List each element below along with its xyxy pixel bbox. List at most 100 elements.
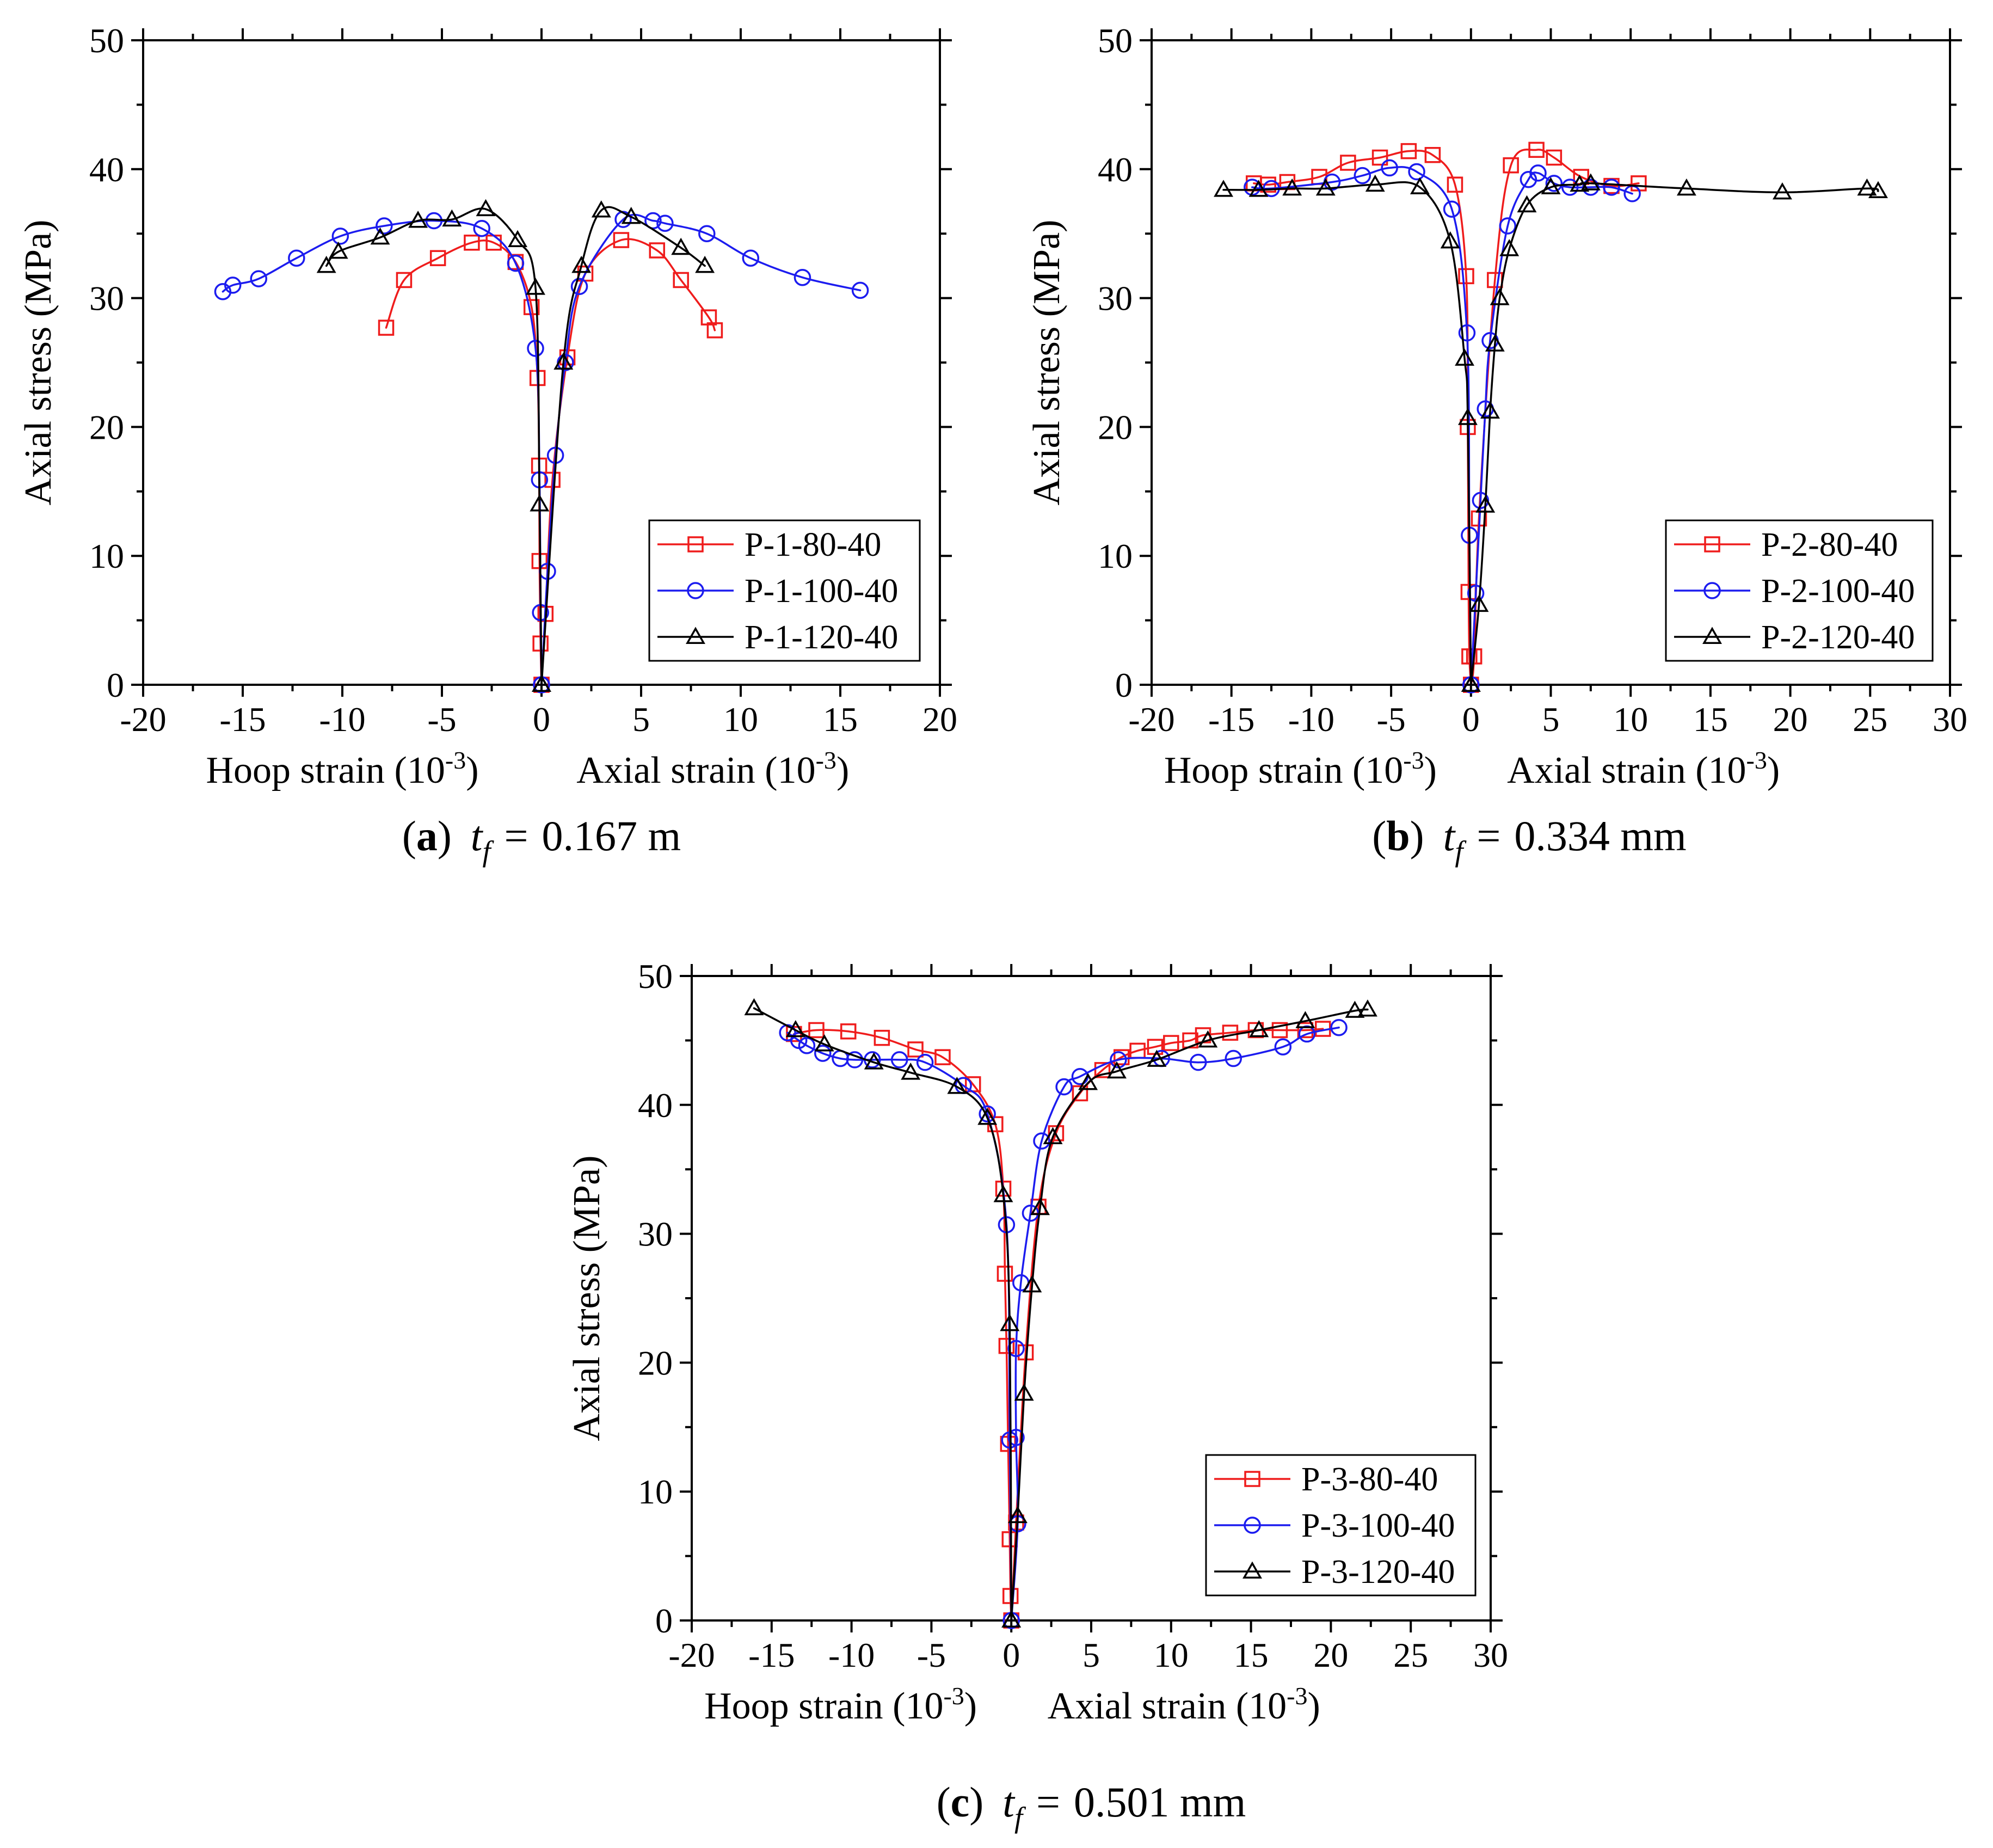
y-tick-label: 30 xyxy=(89,279,124,318)
data-point-hoop xyxy=(464,235,480,251)
data-point-axial xyxy=(1357,999,1377,1017)
legend: P-3-80-40 P-3-100-40 P-3-120-40 xyxy=(1205,1454,1477,1597)
x-tick-label: 0 xyxy=(1462,700,1480,739)
series-line-hoop xyxy=(793,1029,1012,1622)
data-point-hoop xyxy=(901,1063,921,1080)
data-point-axial xyxy=(706,322,723,339)
legend-label: P-2-120-40 xyxy=(1761,619,1915,656)
data-point-hoop xyxy=(744,998,764,1016)
data-point-hoop xyxy=(214,283,232,300)
data-point-hoop xyxy=(328,241,348,259)
data-point-axial xyxy=(1546,149,1563,166)
data-point-hoop xyxy=(408,211,428,228)
legend: P-1-80-40 P-1-100-40 P-1-120-40 xyxy=(648,519,921,662)
data-point-hoop xyxy=(1458,268,1474,285)
data-point-axial xyxy=(1189,1053,1207,1071)
data-point-hoop xyxy=(814,1045,832,1062)
data-point-axial xyxy=(1078,1073,1098,1090)
y-tick-label: 10 xyxy=(1098,537,1133,575)
data-point-axial xyxy=(1528,142,1545,158)
x-tick-label: 10 xyxy=(723,700,758,739)
data-point-axial xyxy=(700,309,717,326)
x-tick-label: -5 xyxy=(427,700,456,739)
y-tick-label: 40 xyxy=(1098,150,1133,189)
data-point-axial xyxy=(1330,1018,1348,1036)
series-line-axial xyxy=(540,213,862,686)
data-point-hoop xyxy=(316,255,336,273)
legend-marker-square xyxy=(1704,536,1720,552)
y-tick-label: 20 xyxy=(638,1343,673,1382)
x-tick-label: 10 xyxy=(1613,700,1648,739)
data-point-hoop xyxy=(1354,167,1371,185)
series-line-hoop xyxy=(325,207,543,686)
y-tick-label: 10 xyxy=(89,537,124,575)
legend-label: P-2-100-40 xyxy=(1761,573,1915,610)
data-point-hoop xyxy=(1365,174,1385,192)
series-P-2-80-40 xyxy=(1246,142,1647,693)
x-tick-label: -15 xyxy=(748,1636,795,1674)
panel-caption: (b) tf = 0.334 mm xyxy=(1372,812,1686,868)
x-axis-label-left: Hoop strain (10-3) xyxy=(1164,746,1437,791)
data-point-axial xyxy=(1198,1030,1218,1048)
data-point-axial xyxy=(1222,1024,1239,1041)
x-tick-label: 15 xyxy=(823,700,858,739)
chart-a: -20 -15 -10 -5 0 5 10 15 20 0 10 20 30 40 50 Hoop strai… xyxy=(17,21,957,868)
series-P-2-100-40 xyxy=(1244,159,1641,693)
y-tick-label: 10 xyxy=(638,1472,673,1511)
data-point-axial xyxy=(1001,1610,1022,1628)
series-line-axial xyxy=(1010,1008,1369,1622)
series-line-hoop xyxy=(786,1032,1012,1622)
data-point-hoop xyxy=(1408,163,1425,181)
data-point-axial xyxy=(649,242,666,259)
legend-label: P-1-100-40 xyxy=(745,573,898,610)
data-point-axial xyxy=(1030,1198,1050,1215)
data-point-axial xyxy=(1580,173,1601,191)
x-tick-label: 20 xyxy=(922,700,957,739)
x-tick-label: -5 xyxy=(1376,700,1405,739)
data-point-hoop xyxy=(442,209,462,227)
x-tick-label: -10 xyxy=(319,700,365,739)
data-point-axial xyxy=(695,255,715,273)
data-point-axial xyxy=(613,232,630,248)
x-tick-label: -10 xyxy=(828,1636,875,1674)
data-point-hoop xyxy=(874,1029,890,1046)
y-tick-label: 0 xyxy=(107,666,124,704)
x-tick-label: 15 xyxy=(1693,700,1728,739)
x-tick-label: -20 xyxy=(1128,700,1174,739)
data-point-hoop xyxy=(523,299,540,315)
data-point-axial xyxy=(1517,195,1537,213)
series-line-hoop xyxy=(753,1007,1012,1622)
data-point-axial xyxy=(1499,239,1520,256)
legend-label: P-3-80-40 xyxy=(1301,1461,1438,1498)
data-point-axial xyxy=(1469,594,1489,612)
data-point-hoop xyxy=(1458,324,1476,342)
data-point-hoop xyxy=(1457,408,1478,425)
legend: P-2-80-40 P-2-100-40 P-2-120-40 xyxy=(1665,519,1934,662)
data-point-hoop xyxy=(507,254,525,272)
data-point-hoop xyxy=(1440,231,1460,249)
data-point-hoop xyxy=(527,340,544,357)
caption-letter: (c) xyxy=(937,1778,984,1826)
data-point-hoop xyxy=(376,217,393,235)
data-point-axial xyxy=(1007,1506,1028,1524)
y-axis-label: Axial stress (MPa) xyxy=(17,220,59,506)
data-point-hoop xyxy=(840,1023,857,1040)
series-line-axial xyxy=(1470,171,1633,686)
data-point-hoop xyxy=(1381,159,1398,177)
legend-marker-circle xyxy=(1703,582,1721,599)
data-point-hoop xyxy=(1443,200,1461,218)
data-point-hoop xyxy=(977,1108,998,1125)
series-line-hoop xyxy=(222,219,543,686)
data-point-axial xyxy=(1480,401,1500,419)
y-tick-label: 50 xyxy=(638,957,673,996)
data-point-hoop xyxy=(1248,180,1269,197)
data-point-axial xyxy=(1857,178,1877,196)
data-point-hoop xyxy=(1340,155,1356,171)
x-tick-label: 30 xyxy=(1473,1636,1508,1674)
data-point-axial xyxy=(532,674,551,692)
data-point-axial xyxy=(1048,1125,1065,1141)
legend-marker-square xyxy=(1244,1471,1260,1487)
data-point-axial xyxy=(1475,495,1496,513)
x-tick-label: 20 xyxy=(1773,700,1808,739)
data-point-axial xyxy=(1490,288,1510,305)
